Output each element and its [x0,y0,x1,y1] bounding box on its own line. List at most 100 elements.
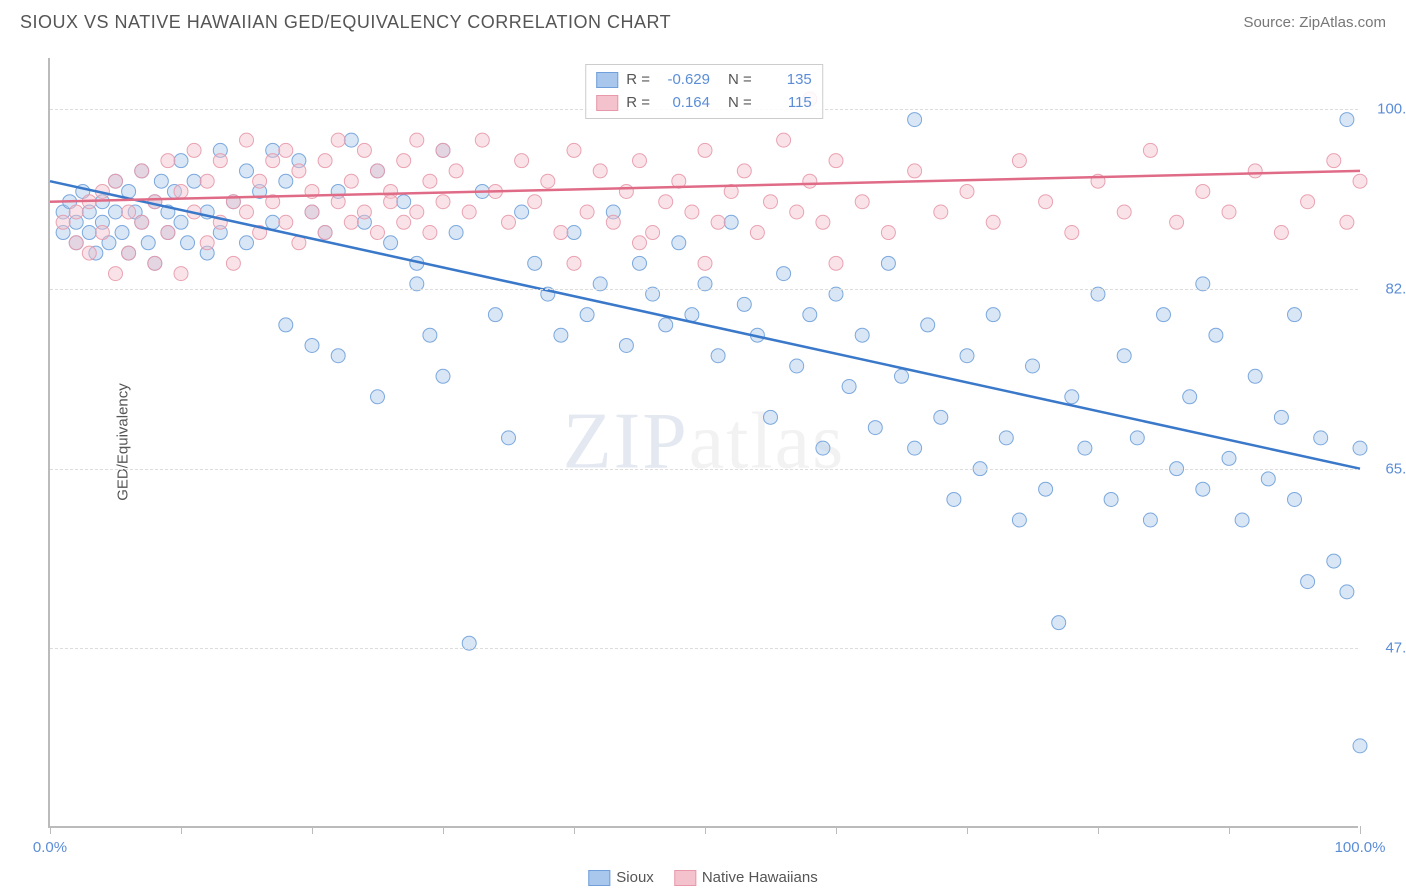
x-tick [312,826,313,834]
scatter-point [1078,441,1092,455]
legend-n-value: 115 [760,92,812,115]
scatter-point [921,318,935,332]
scatter-point [305,338,319,352]
legend-r-label: R = [626,69,650,92]
scatter-plot [50,58,1358,826]
scatter-point [1065,226,1079,240]
legend-bottom-item: Native Hawaiians [674,869,818,886]
scatter-point [999,431,1013,445]
legend-swatch [588,870,610,886]
scatter-point [397,195,411,209]
scatter-point [567,226,581,240]
scatter-point [580,205,594,219]
legend-bottom-item: Sioux [588,869,654,886]
x-tick [443,826,444,834]
scatter-point [1143,513,1157,527]
scatter-point [659,318,673,332]
scatter-point [436,369,450,383]
scatter-point [279,143,293,157]
scatter-point [436,195,450,209]
scatter-point [633,154,647,168]
scatter-point [344,133,358,147]
legend-top-row: R =0.164N =115 [596,92,812,115]
scatter-point [109,174,123,188]
scatter-point [1353,174,1367,188]
scatter-point [777,267,791,281]
scatter-point [816,215,830,229]
scatter-point [554,226,568,240]
scatter-point [737,297,751,311]
x-tick [181,826,182,834]
scatter-point [331,133,345,147]
scatter-point [1143,143,1157,157]
legend-r-label: R = [626,92,650,115]
scatter-point [449,226,463,240]
scatter-point [685,308,699,322]
legend-top: R =-0.629N =135R =0.164N =115 [585,64,823,119]
scatter-point [659,195,673,209]
scatter-point [82,246,96,260]
scatter-point [672,236,686,250]
header-row: SIOUX VS NATIVE HAWAIIAN GED/EQUIVALENCY… [0,0,1406,33]
legend-bottom-label: Native Hawaiians [702,869,818,886]
scatter-point [174,267,188,281]
gridline-h [50,648,1358,649]
scatter-point [1065,390,1079,404]
scatter-point [593,164,607,178]
legend-r-value: -0.629 [658,69,710,92]
scatter-point [1327,554,1341,568]
scatter-point [357,143,371,157]
scatter-point [1353,441,1367,455]
scatter-point [1183,390,1197,404]
scatter-point [69,205,83,219]
y-tick-label: 65.0% [1385,460,1406,477]
scatter-point [685,205,699,219]
scatter-point [960,184,974,198]
scatter-point [1039,195,1053,209]
scatter-point [82,226,96,240]
scatter-point [711,215,725,229]
scatter-point [181,236,195,250]
scatter-point [1248,369,1262,383]
scatter-point [1104,492,1118,506]
source-label: Source: ZipAtlas.com [1243,14,1386,31]
scatter-point [803,308,817,322]
scatter-point [960,349,974,363]
scatter-point [279,318,293,332]
scatter-point [371,164,385,178]
scatter-point [240,205,254,219]
scatter-point [187,174,201,188]
scatter-point [1248,164,1262,178]
scatter-point [502,215,516,229]
x-tick-label: 0.0% [33,839,67,856]
scatter-point [371,390,385,404]
scatter-point [934,410,948,424]
scatter-point [528,195,542,209]
scatter-point [371,226,385,240]
chart-area: GED/Equivalency ZIPatlas R =-0.629N =135… [48,58,1358,828]
scatter-point [816,441,830,455]
scatter-point [161,154,175,168]
scatter-point [528,256,542,270]
scatter-point [200,174,214,188]
scatter-point [1301,575,1315,589]
scatter-point [750,226,764,240]
y-tick-label: 82.5% [1385,281,1406,298]
scatter-point [790,359,804,373]
scatter-point [318,226,332,240]
scatter-point [1117,349,1131,363]
scatter-point [1353,739,1367,753]
scatter-point [1235,513,1249,527]
scatter-point [855,195,869,209]
scatter-point [580,308,594,322]
legend-bottom-label: Sioux [616,869,654,886]
scatter-point [868,421,882,435]
legend-swatch [596,95,618,111]
scatter-point [842,380,856,394]
scatter-point [829,256,843,270]
scatter-point [777,133,791,147]
scatter-point [154,174,168,188]
scatter-point [475,133,489,147]
scatter-point [410,205,424,219]
scatter-point [646,226,660,240]
